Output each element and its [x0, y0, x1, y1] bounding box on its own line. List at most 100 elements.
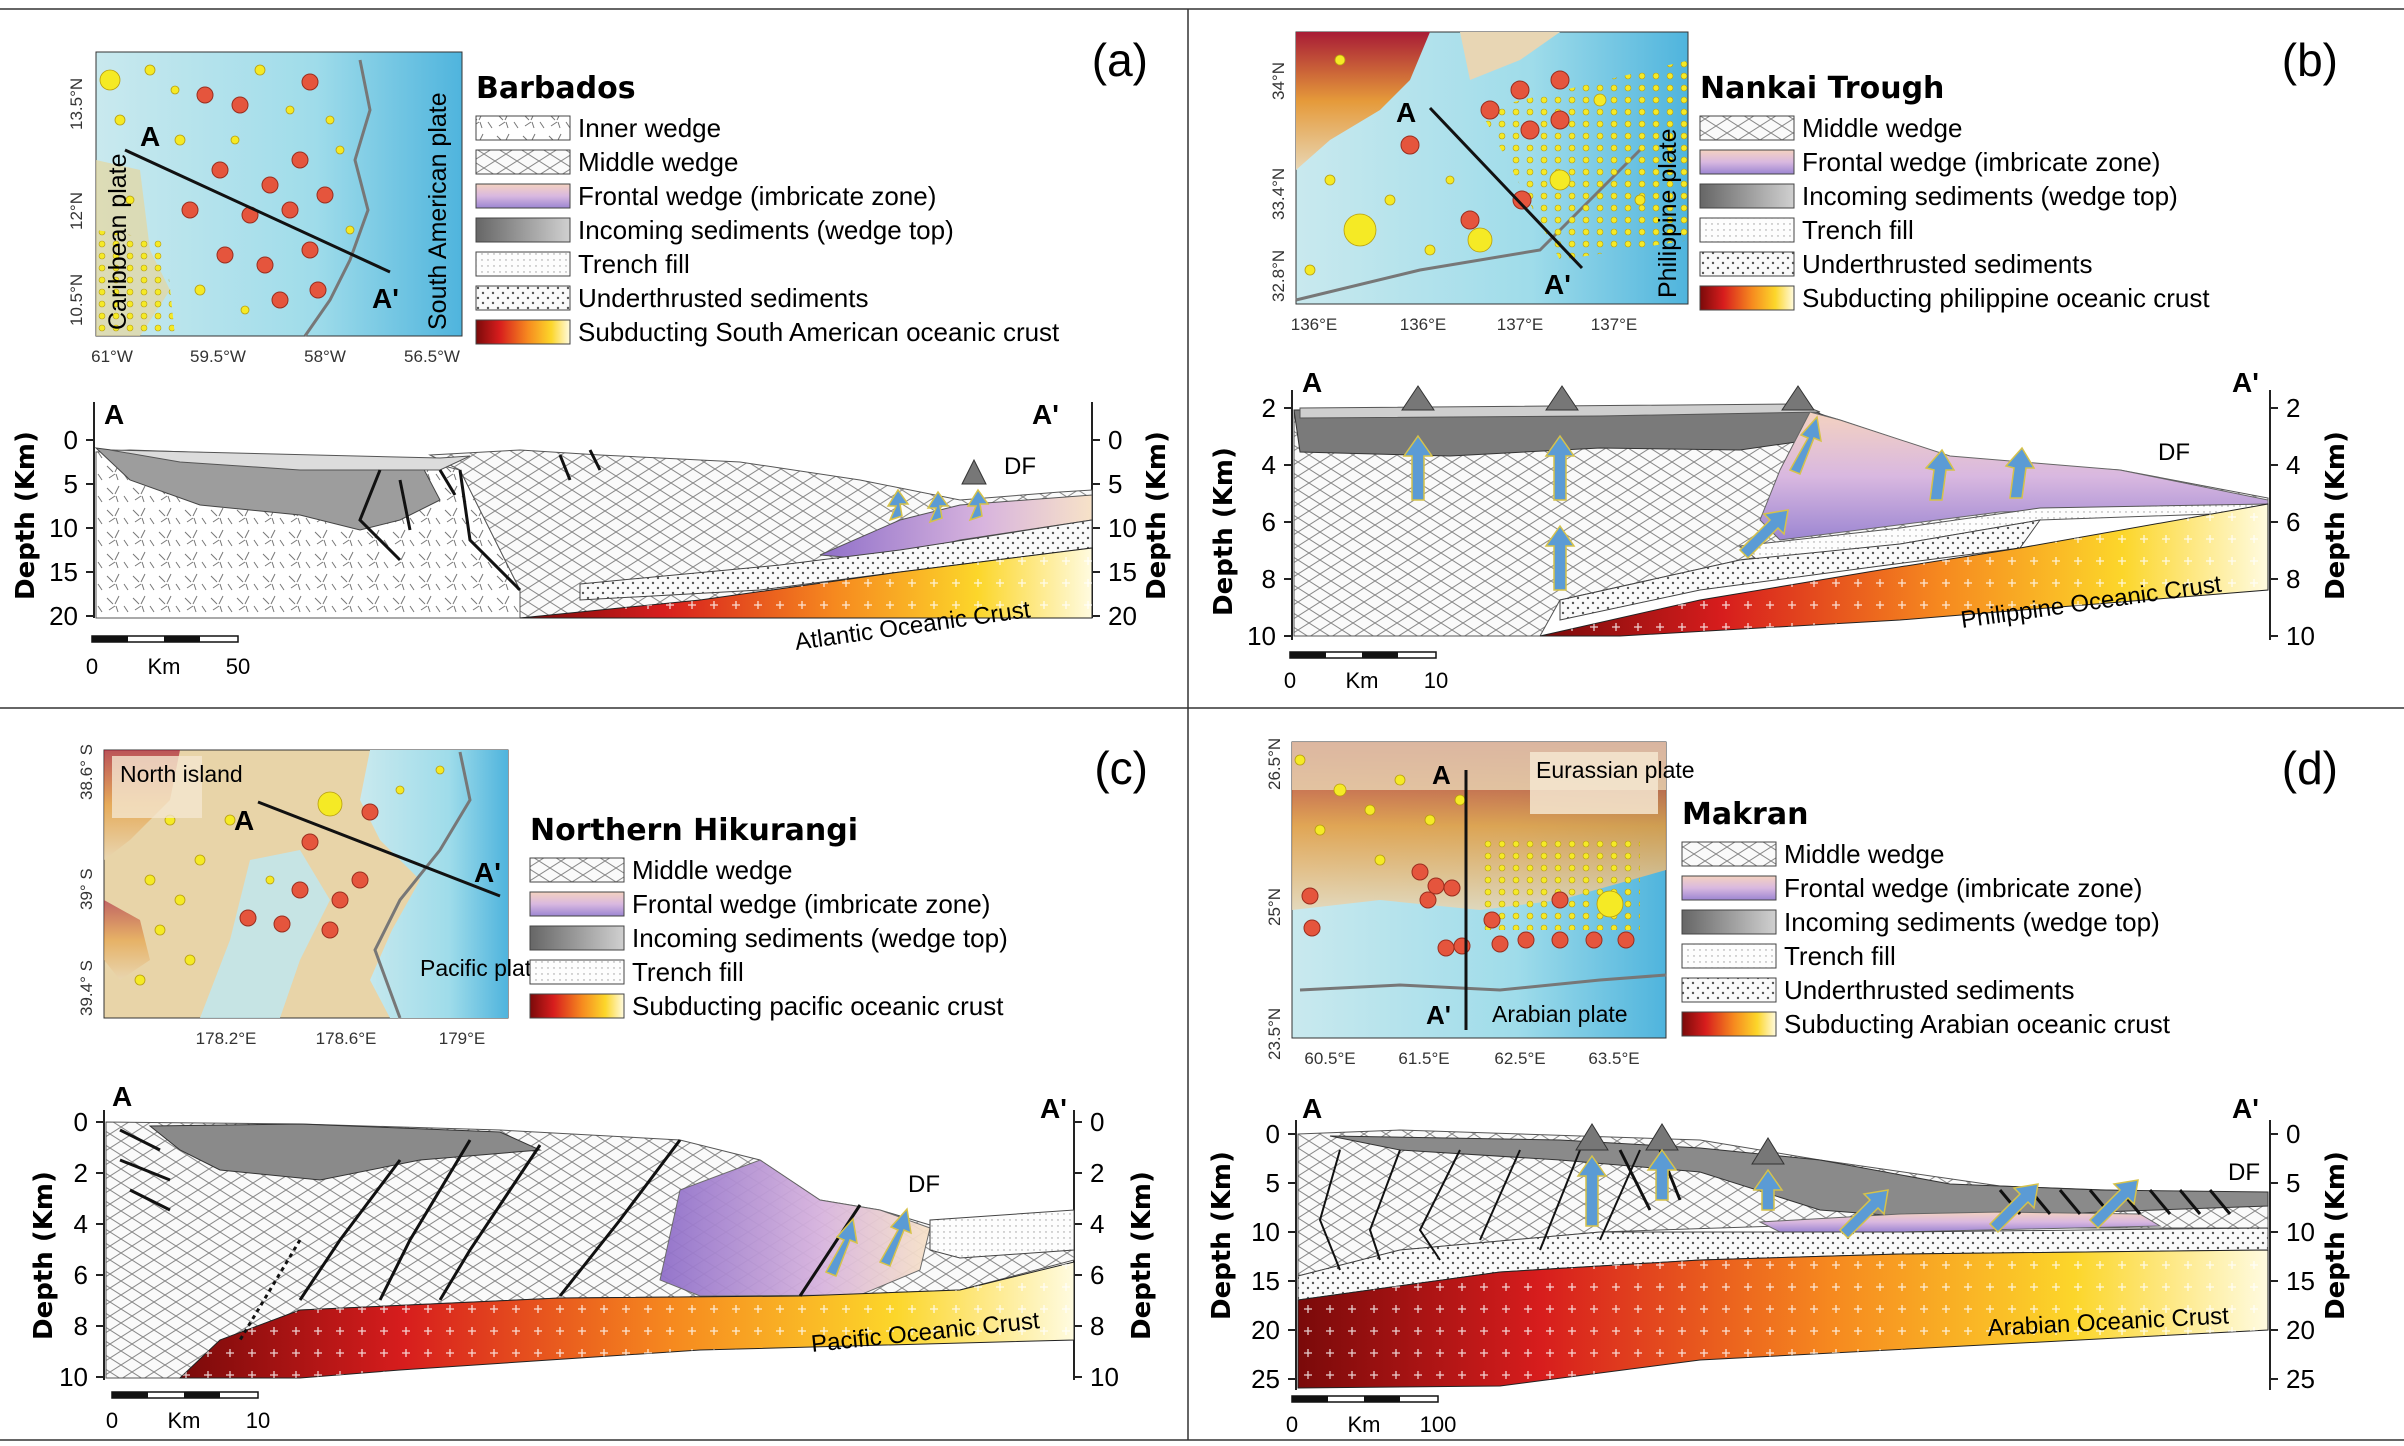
lat-tick: 33.4°N — [1269, 168, 1288, 220]
depth-tick: 8 — [1262, 564, 1276, 594]
depth-axis-title: Depth (Km) — [2321, 431, 2351, 600]
df-label: DF — [2228, 1159, 2260, 1186]
depth-tick: 2 — [2286, 393, 2300, 423]
depth-tick: 25 — [2286, 1364, 2315, 1394]
depth-tick: 10 — [2286, 621, 2315, 651]
depth-tick: 15 — [2286, 1266, 2315, 1296]
panel-c-section: 0 2 4 6 8 10 0 2 4 6 8 10 Depth (Km) Dep… — [29, 1081, 1157, 1433]
section-start-label: A — [1302, 367, 1322, 398]
crust-texture — [1540, 504, 2268, 636]
lat-tick: 13.5°N — [67, 78, 86, 130]
legend-label: Subducting South American oceanic crust — [578, 317, 1060, 347]
right-depth-labels: 0 5 10 15 20 — [1108, 425, 1137, 631]
map-lon-ticks: 60.5°E 61.5°E 62.5°E 63.5°E — [1304, 1049, 1639, 1068]
thrust-faults — [119, 1128, 862, 1301]
incoming-sediments — [148, 1123, 542, 1181]
map-earthquakes-large — [239, 803, 379, 939]
map-trench-line — [373, 751, 472, 1019]
lat-tick: 12°N — [67, 192, 86, 230]
section-end-label: A' — [1040, 1093, 1067, 1124]
depth-tick: 4 — [1090, 1209, 1104, 1239]
map-section-end: A' — [1544, 269, 1571, 300]
mud-volcano-icon — [1401, 385, 1435, 411]
depth-tick: 6 — [1090, 1260, 1104, 1290]
map-lon-ticks: 136°E 136°E 137°E 137°E — [1291, 315, 1638, 334]
legend-label: Underthrusted sediments — [578, 283, 868, 313]
dashed-fault — [238, 1239, 302, 1341]
legend-swatch-subducting-crust — [475, 319, 571, 345]
map-section-line — [257, 800, 501, 898]
depth-axis-ticks — [86, 439, 1100, 617]
depth-axis-title: Depth (Km) — [11, 431, 41, 600]
depth-tick: 8 — [74, 1311, 88, 1341]
map-earthquakes-large — [1400, 70, 1570, 230]
depth-tick: 10 — [1251, 1217, 1280, 1247]
scale-bar-segment — [1362, 652, 1398, 658]
legend-label: Frontal wedge (imbricate zone) — [578, 181, 936, 211]
lon-tick: 137°E — [1497, 315, 1544, 334]
legend-label: Middle wedge — [632, 855, 792, 885]
legend-label: Middle wedge — [578, 147, 738, 177]
scale-label: 0 — [106, 1408, 118, 1433]
scale-unit: Km — [1348, 1412, 1381, 1437]
map-lat-ticks: 34°N 33.4°N 32.8°N — [1269, 62, 1288, 302]
panel-b-map: A A' Philippine plate 34°N 33.4°N 32.8°N… — [1269, 31, 1690, 334]
legend-swatch-trench-fill — [475, 251, 571, 277]
scale-unit: Km — [1346, 668, 1379, 693]
depth-tick: 20 — [1251, 1315, 1280, 1345]
map-section-start: A — [140, 121, 160, 152]
map-section-start: A — [234, 805, 254, 836]
left-depth-labels: 0 5 10 15 20 — [49, 425, 78, 631]
crust-texture — [520, 548, 1092, 618]
lat-tick: 10.5°N — [67, 274, 86, 326]
fluid-flow-arrows — [824, 1207, 912, 1277]
lon-tick: 178.6°E — [316, 1029, 377, 1048]
map-lat-ticks: 38.6° S 39° S 39.4° S — [77, 744, 96, 1016]
panel-b: (b) A A' Philippine plate 34°N 33.4°N — [1209, 31, 2351, 693]
depth-tick: 5 — [2286, 1168, 2300, 1198]
panel-label: (c) — [1094, 742, 1148, 794]
depth-tick: 8 — [1090, 1311, 1104, 1341]
map-earthquakes-small — [99, 64, 355, 315]
map-plate-right: South American plate — [424, 92, 452, 330]
panel-label: (b) — [2282, 34, 2338, 86]
left-depth-labels: 0 2 4 6 8 10 — [59, 1107, 88, 1392]
depth-tick: 8 — [2286, 564, 2300, 594]
map-section-start: A — [1396, 97, 1416, 128]
depth-axis-ticks — [1288, 1133, 2278, 1380]
map-plate-left: North island — [120, 761, 243, 787]
panel-c-legend: Northern Hikurangi Middle wedge Frontal … — [529, 813, 1008, 1021]
map-land — [1460, 32, 1560, 80]
depth-tick: 25 — [1251, 1364, 1280, 1394]
lat-tick: 39.4° S — [77, 960, 96, 1016]
map-earthquakes-small — [1304, 54, 1646, 276]
lat-tick: 32.8°N — [1269, 250, 1288, 302]
depth-tick: 4 — [2286, 450, 2300, 480]
map-earthquakes-small — [1294, 754, 1624, 918]
depth-axis-title: Depth (Km) — [1127, 1171, 1157, 1340]
trench-fill — [929, 1209, 1075, 1259]
depth-tick: 2 — [1262, 393, 1276, 423]
legend-swatch-frontal-wedge — [529, 891, 625, 917]
panel-d: (d) A A' Eurassian plate Arabi — [1207, 738, 2351, 1437]
depth-axis-title: Depth (Km) — [29, 1171, 59, 1340]
depth-tick: 15 — [1251, 1266, 1280, 1296]
mud-volcano-icon — [961, 458, 987, 485]
faults — [1318, 1149, 1641, 1271]
lon-tick: 61.5°E — [1398, 1049, 1449, 1068]
panel-d-map: A A' Eurassian plate Arabian plate 26.5°… — [1265, 738, 1695, 1068]
map-label-box — [1530, 752, 1658, 814]
scale-bar-segment — [1292, 1396, 1328, 1402]
depth-tick: 10 — [2286, 1217, 2315, 1247]
depth-tick: 2 — [74, 1158, 88, 1188]
scale-bar-segment — [1290, 652, 1326, 658]
depth-tick: 15 — [1108, 557, 1137, 587]
depth-tick: 10 — [59, 1362, 88, 1392]
legend-label: Trench fill — [1784, 941, 1896, 971]
map-plate-bottom: Arabian plate — [1492, 1001, 1628, 1027]
crust-texture — [180, 1262, 1074, 1378]
scale-label: 10 — [1424, 668, 1448, 693]
lon-tick: 62.5°E — [1494, 1049, 1545, 1068]
legend-swatch-frontal-wedge — [1681, 875, 1777, 901]
